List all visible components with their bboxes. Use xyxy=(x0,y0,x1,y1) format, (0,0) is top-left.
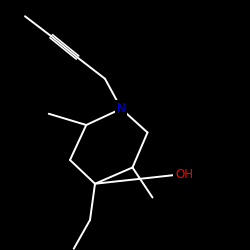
Text: OH: OH xyxy=(175,168,193,181)
Text: N: N xyxy=(117,102,126,115)
